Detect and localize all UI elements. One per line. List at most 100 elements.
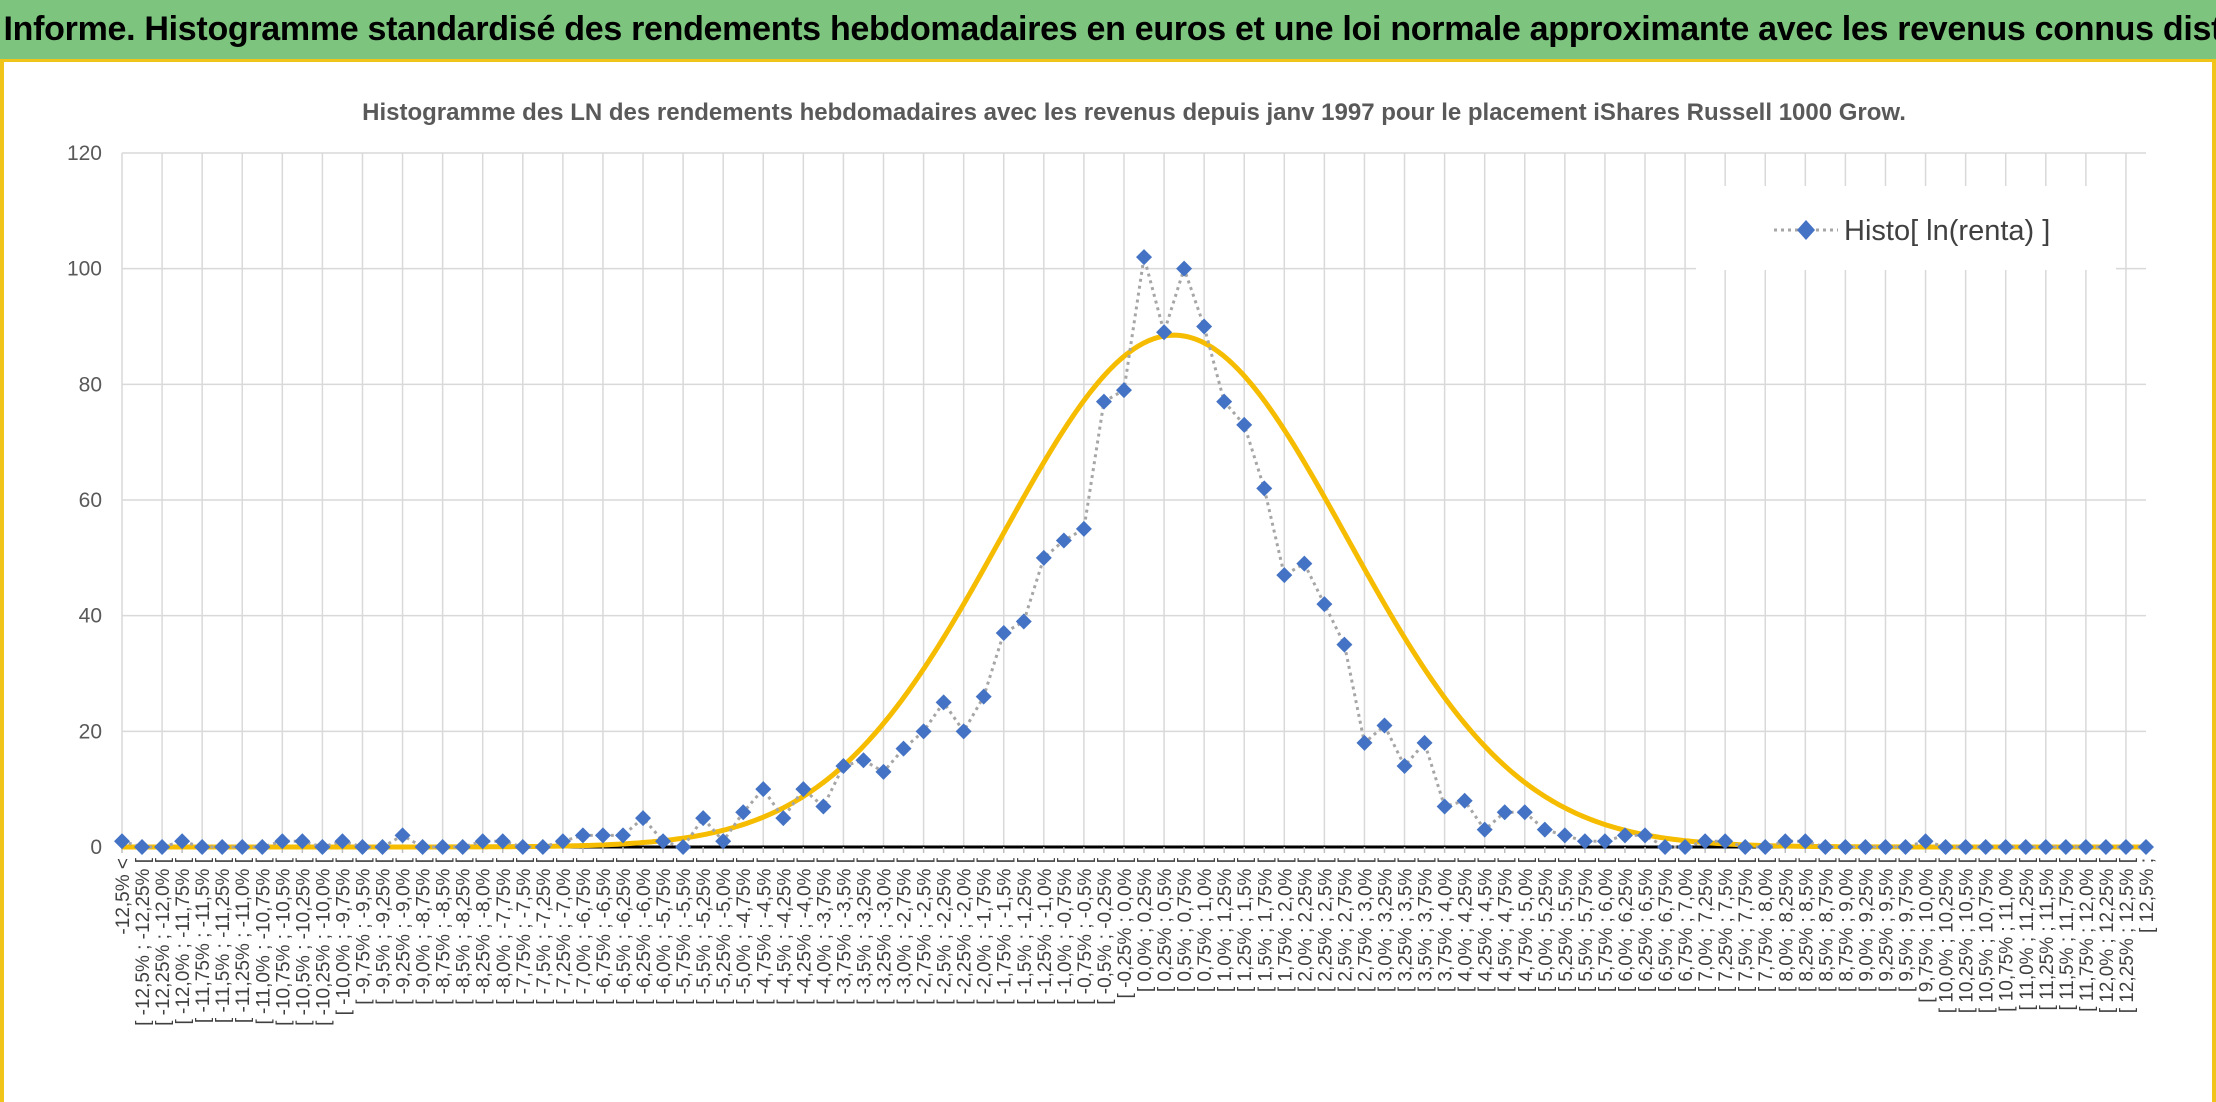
y-tick-label: 120: [67, 142, 102, 165]
histogram-point: [1075, 520, 1092, 537]
x-tick-label: [ 10,25% ; 10,5% [: [1957, 857, 1978, 1013]
histogram-point: [1536, 821, 1553, 838]
x-tick-label: [ 9,0% ; 9,25% [: [1856, 857, 1877, 992]
x-tick-label: [ 1,25% ; 1,5% [: [1235, 857, 1256, 992]
histogram-point: [1957, 839, 1974, 855]
histogram-point: [534, 839, 551, 855]
x-tick-label: [ -4,0% ; -3,75% [: [814, 857, 835, 1005]
x-tick-label: [ 3,75% ; 4,0% [: [1436, 857, 1457, 992]
x-tick-label: [ -12,0% ; -11,75% [: [173, 857, 194, 1024]
x-tick-label: [ 4,25% ; 4,5% [: [1476, 857, 1497, 992]
histogram-point: [2097, 839, 2114, 855]
x-tick-label: [ -10,75% ; -10,5% [: [273, 857, 294, 1026]
x-tick-label: [ 1,5% ; 1,75% [: [1255, 857, 1276, 992]
histogram-point: [635, 810, 652, 827]
x-tick-label: [ -9,0% ; -8,75% [: [414, 857, 435, 1005]
x-tick-label: [ -5,75% ; -5,5% [: [674, 857, 695, 1005]
y-tick-label: 60: [79, 489, 102, 512]
x-tick-label: [ -8,0% ; -7,75% [: [494, 857, 515, 1005]
histogram-point: [675, 839, 692, 855]
x-tick-label: [ -11,5% ; -11,25% [: [213, 857, 234, 1023]
histogram-point: [1556, 827, 1573, 844]
y-tick-label: 40: [79, 605, 102, 628]
x-tick-label: [ 4,0% ; 4,25% [: [1456, 857, 1477, 992]
histogram-point: [254, 839, 271, 855]
x-tick-label: [ 2,5% ; 2,75% [: [1335, 857, 1356, 992]
histogram-point: [1456, 792, 1473, 809]
histogram-point: [2057, 839, 2074, 855]
x-tick-label: [ 2,0% ; 2,25% [: [1295, 857, 1316, 992]
histogram-point: [454, 839, 471, 855]
histogram-point: [1977, 839, 1994, 855]
histogram-point: [1336, 636, 1353, 653]
histogram-point: [1516, 804, 1533, 821]
histogram-point: [1697, 833, 1714, 850]
legend-diamond-marker: [1797, 220, 1815, 240]
x-tick-label: [ 0,5% ; 0,75% [: [1175, 857, 1196, 992]
x-tick-label: [ -1,5% ; -1,25% [: [1015, 857, 1036, 1005]
histogram-point: [1616, 827, 1633, 844]
x-tick-label: [ 8,75% ; 9,0% [: [1836, 857, 1857, 992]
x-tick-label: [ -7,75% ; -7,5% [: [514, 857, 535, 1005]
x-tick-label: [ 12,25% ; 12,5% [: [2117, 857, 2138, 1013]
histogram-point: [1717, 833, 1734, 850]
x-tick-label: [ -11,25% ; -11,0% [: [233, 857, 254, 1023]
histogram-point: [134, 839, 151, 855]
histogram-point: [194, 839, 211, 855]
histogram-point: [474, 833, 491, 850]
histogram-point: [174, 833, 191, 850]
histogram-point: [1236, 416, 1253, 433]
x-tick-label: [ 1,75% ; 2,0% [: [1275, 857, 1296, 992]
x-tick-label: [ -4,75% ; -4,5% [: [754, 857, 775, 1005]
x-tick-label: [ -7,5% ; -7,25% [: [534, 857, 555, 1005]
histogram-point: [234, 839, 251, 855]
x-tick-label: [ 6,5% ; 6,75% [: [1656, 857, 1677, 992]
x-tick-label: [ -4,5% ; -4,25% [: [774, 857, 795, 1005]
x-tick-label: [ -7,25% ; -7,0% [: [554, 857, 575, 1005]
legend: Histo[ ln(renta) ]: [1696, 186, 2116, 270]
histogram-point: [274, 833, 291, 850]
histogram-point: [755, 781, 772, 798]
x-tick-label: [ 3,5% ; 3,75% [: [1416, 857, 1437, 992]
histogram-point: [214, 839, 231, 855]
histogram-point: [995, 625, 1012, 642]
histogram-point: [1897, 839, 1914, 855]
histogram-point: [1997, 839, 2014, 855]
histogram-point: [1055, 532, 1072, 549]
x-tick-label: [ 6,0% ; 6,25% [: [1616, 857, 1637, 992]
histogram-point: [875, 763, 892, 780]
histogram-point: [1136, 249, 1153, 266]
histogram-point: [655, 833, 672, 850]
x-tick-label: [ 8,25% ; 8,5% [: [1796, 857, 1817, 992]
x-tick-label: [ 0,25% ; 0,5% [: [1155, 857, 1176, 992]
histogram-point: [1035, 549, 1052, 566]
histogram-point: [154, 839, 171, 855]
histogram-point: [2037, 839, 2054, 855]
x-tick-label: [ 5,0% ; 5,25% [: [1536, 857, 1557, 992]
histogram-point: [1837, 839, 1854, 855]
x-tick-label: [ 1,0% ; 1,25% [: [1215, 857, 1236, 992]
x-tick-label: [ 7,5% ; 7,75% [: [1736, 857, 1757, 992]
x-tick-label: [ -10,25% ; -10,0% [: [313, 857, 334, 1026]
histogram-point: [1757, 839, 1774, 855]
y-tick-label: 80: [79, 373, 102, 396]
histogram-dotted-line: [121, 256, 2146, 849]
histogram-point: [554, 833, 571, 850]
histogram-point: [1416, 734, 1433, 751]
histogram-point: [915, 723, 932, 740]
x-tick-label: [ -3,75% ; -3,5% [: [834, 857, 855, 1005]
x-tick-label: [ -6,5% ; -6,25% [: [614, 857, 635, 1005]
x-tick-label: [ -8,75% ; -8,5% [: [434, 857, 455, 1005]
x-tick-label: [ -12,5% ; -12,25% [: [133, 857, 154, 1026]
x-tick-label: [ 0,75% ; 1,0% [: [1195, 857, 1216, 992]
x-tick-label: [ 3,0% ; 3,25% [: [1375, 857, 1396, 992]
x-tick-label: [ 5,25% ; 5,5% [: [1556, 857, 1577, 992]
y-tick-label: 0: [90, 836, 102, 859]
y-axis: 0 20 40 60 80 100 120: [67, 142, 102, 859]
x-tick-label: [ 6,75% ; 7,0% [: [1676, 857, 1697, 992]
histogram-point: [1917, 833, 1934, 850]
x-tick-label: [ -5,0% ; -4,75% [: [734, 857, 755, 1005]
histogram-point: [775, 810, 792, 827]
histogram-point: [294, 833, 311, 850]
